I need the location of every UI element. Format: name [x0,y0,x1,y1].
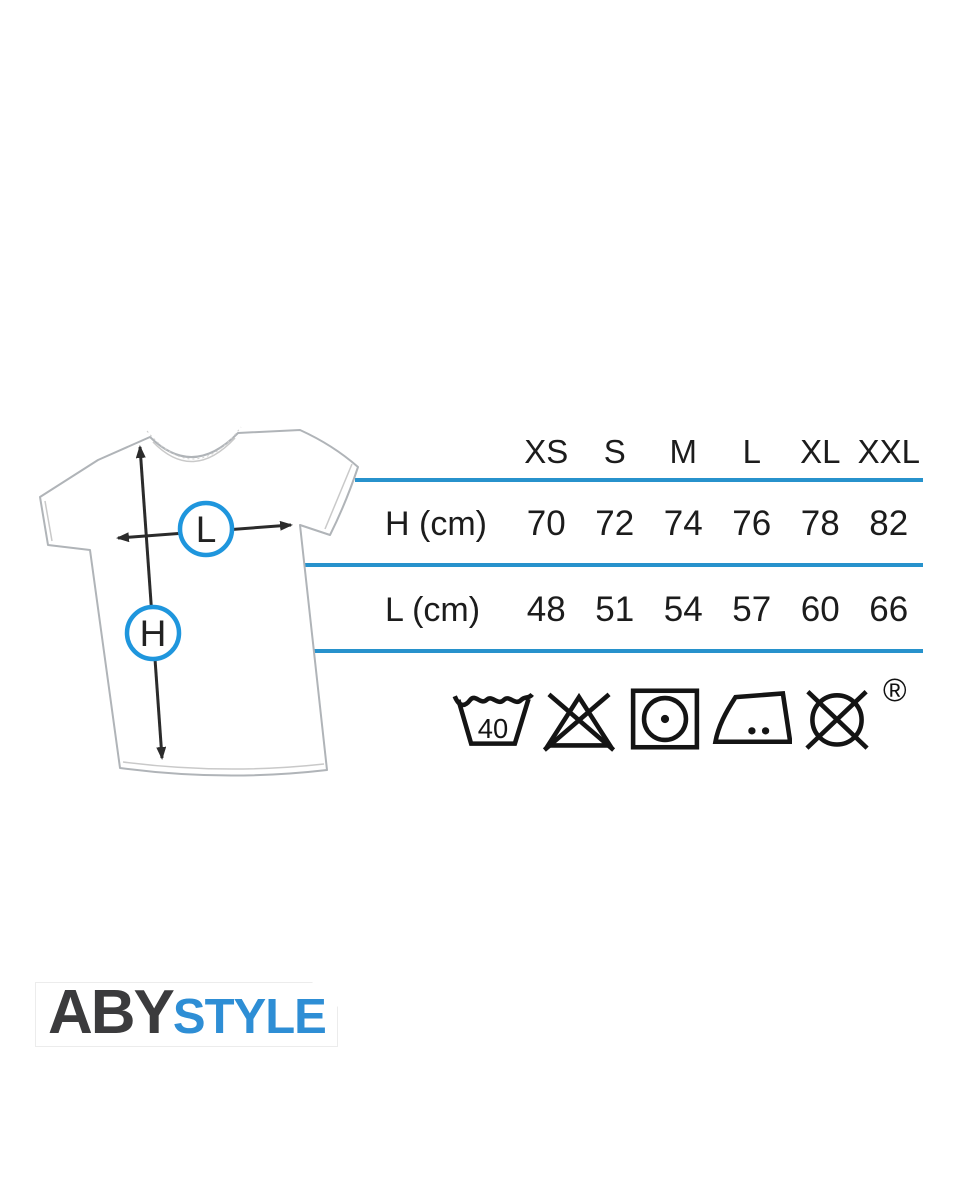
do-not-bleach-icon [542,692,616,752]
brand-logo: ABYSTYLE [35,982,338,1047]
brand-logo-aby: ABY [48,978,175,1047]
size-column-header: S [603,433,626,470]
machine-wash-40-icon: 40 [452,692,534,746]
do-not-dry-clean-icon [805,690,869,750]
size-value: 74 [663,504,703,543]
iron-two-dots-icon [712,691,792,745]
height-label-text: H [140,613,167,654]
size-value: 70 [526,504,566,543]
size-value: 57 [732,590,772,629]
size-table-header-row: XS S M L XL XXL [385,430,923,474]
brand-logo-style: STYLE [172,990,327,1044]
size-column-header: XXL [857,433,920,470]
wash-temperature-label: 40 [478,713,508,744]
size-column-header: L [742,433,761,470]
care-symbols-row: 40 [452,682,878,756]
registered-trademark: ® [883,672,907,708]
size-value: 72 [595,504,635,543]
right-cuff-seam [324,463,353,530]
width-label-circle [177,500,235,558]
size-table-row-width: L (cm) 48 51 54 57 60 66 [385,573,923,647]
size-value: 66 [869,590,909,629]
size-value: 76 [732,504,772,543]
row-label: H (cm) [385,504,487,543]
height-label-circle [124,604,182,662]
size-value: 51 [595,590,635,629]
table-divider-line-bottom [312,649,923,653]
height-arrow [135,445,167,760]
size-column-header: XL [800,433,841,470]
size-column-header: XS [524,433,569,470]
tshirt-measurement-diagram: L H [39,426,359,777]
row-label: L (cm) [385,590,481,629]
size-value: 54 [663,590,703,629]
tumble-dry-icon [630,688,700,750]
size-value: 60 [800,590,840,629]
collar-stitching [146,426,242,460]
brand-logo-card: ABYSTYLE [35,982,338,1047]
hem-seam [122,761,325,770]
size-table-row-height: H (cm) 70 72 74 76 78 82 [385,487,923,561]
width-label-text: L [196,509,217,550]
size-value: 48 [526,590,566,629]
tshirt-outline [39,429,359,777]
size-column-header: M [669,433,698,470]
table-divider-line-top [355,478,923,482]
left-cuff-seam [44,500,53,542]
table-divider-line-middle [300,563,923,567]
size-value: 78 [800,504,840,543]
size-value: 82 [869,504,909,543]
